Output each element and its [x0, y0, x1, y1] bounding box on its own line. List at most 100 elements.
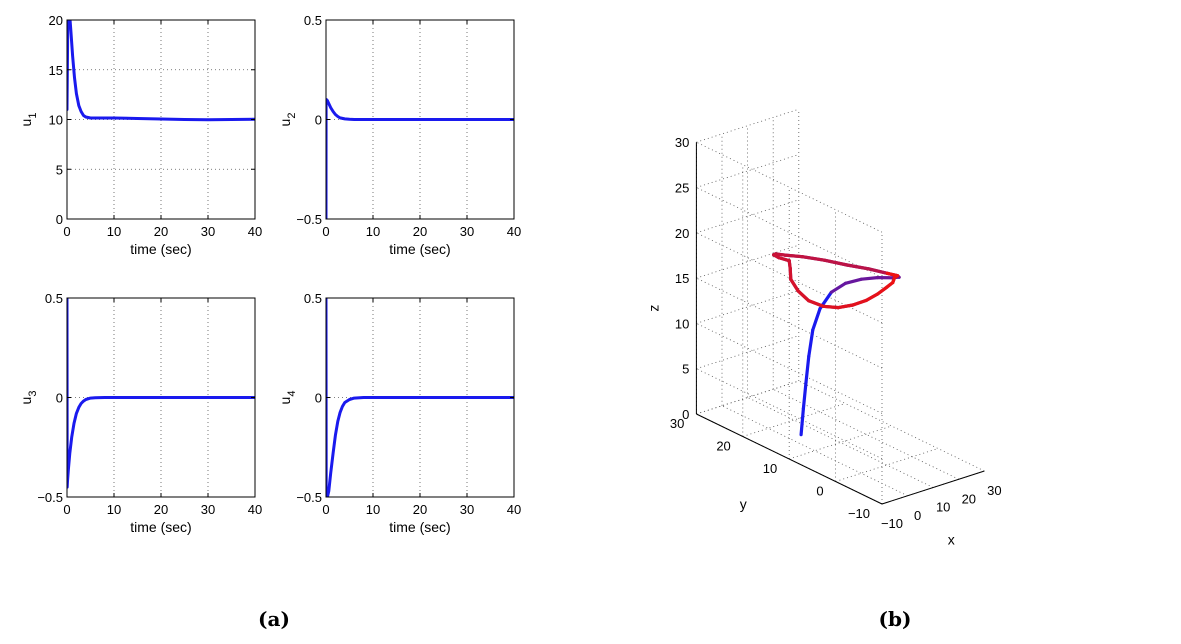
y-axis-label: u1: [18, 113, 39, 127]
x-tick-label: 0: [914, 508, 921, 523]
x-tick-label: 20: [413, 502, 427, 517]
y-tick-label: −0.5: [296, 490, 322, 505]
trajectory-segment: [875, 285, 889, 296]
trajectory-segment: [851, 298, 868, 307]
trajectory-segment: [777, 256, 791, 263]
x-tick-label: −10: [881, 516, 903, 531]
x-tick-label: 30: [201, 502, 215, 517]
y-tick-label: 10: [763, 461, 777, 476]
trajectory-segment: [821, 304, 841, 310]
wall-grid-line: [696, 323, 883, 414]
y-tick-label: −10: [848, 506, 870, 521]
x-tick-label: 40: [248, 502, 262, 517]
x-tick-label: 0: [322, 224, 329, 239]
y-tick-label: 0.5: [45, 291, 63, 306]
x-tick-label: 30: [460, 224, 474, 239]
x-tick-label: 0: [63, 502, 70, 517]
y-axis-label: u4: [277, 391, 298, 405]
x-tick-label: 20: [413, 224, 427, 239]
subplot-u1: 0 10 20 30 40 0 5 10 15 20 time (sec) u1: [18, 13, 262, 257]
x-tick-label: 30: [460, 502, 474, 517]
caption-a: (a): [258, 607, 290, 631]
series-line: [326, 98, 514, 219]
y-axis-label-subscript: 1: [27, 113, 39, 119]
x-axis-label: x: [948, 532, 955, 548]
trajectory-segment: [801, 380, 808, 411]
x-tick-label: 0: [322, 502, 329, 517]
x-tick-label: 0: [63, 224, 70, 239]
x-tick-label: 10: [366, 502, 380, 517]
series-line: [67, 298, 255, 489]
x-tick-label: 10: [936, 500, 950, 515]
y-tick-label: 20: [49, 13, 63, 28]
z-tick-label: 15: [675, 271, 689, 286]
trajectory-segment: [845, 263, 871, 271]
y-axis-label: y: [740, 496, 747, 512]
y-tick-label: 0: [816, 484, 823, 499]
y-axis-line: [696, 413, 883, 505]
y-tick-label: 5: [56, 162, 63, 177]
y-axis-label-subscript: 3: [27, 391, 39, 397]
trajectory-segment: [859, 276, 880, 281]
y-tick-label: 0.5: [304, 291, 322, 306]
floor-grid-line: [789, 425, 892, 460]
trajectory-segment: [800, 255, 827, 262]
trajectory-segment: [885, 271, 900, 278]
trajectory-segment: [783, 253, 804, 259]
x-axis-label: time (sec): [389, 519, 450, 535]
y-axis-label-subscript: 4: [286, 391, 298, 397]
y-tick-label: 0: [315, 113, 322, 128]
x-tick-label: 30: [987, 483, 1001, 498]
z-tick-label: 5: [682, 362, 689, 377]
x-tick-label: 10: [366, 224, 380, 239]
trajectory-segment: [799, 406, 806, 437]
trajectory-segment: [836, 303, 855, 310]
z-tick-label: 10: [675, 316, 689, 331]
trajectory-segment: [829, 281, 848, 294]
x-tick-label: 10: [107, 502, 121, 517]
wall-grid-line: [696, 290, 799, 324]
trajectory-segment: [867, 267, 889, 275]
z-tick-label: 20: [675, 226, 689, 241]
floor-grid-line: [721, 405, 908, 497]
series-line: [67, 20, 255, 122]
z-axis-label: z: [645, 305, 661, 312]
trajectory-segment: [789, 277, 800, 293]
y-tick-label: 0: [56, 212, 63, 227]
y-tick-label: 15: [49, 63, 63, 78]
trajectory-segment: [822, 258, 849, 267]
x-axis-label: time (sec): [389, 241, 450, 257]
wall-grid-line: [696, 154, 799, 188]
x-tick-label: 40: [248, 224, 262, 239]
x-tick-label: 30: [201, 224, 215, 239]
x-tick-label: 20: [154, 502, 168, 517]
y-axis-label-subscript: 2: [286, 113, 298, 119]
x-axis-label: time (sec): [130, 519, 191, 535]
y-tick-label: 0.5: [304, 13, 322, 28]
x-tick-label: 10: [107, 224, 121, 239]
trajectory-segment: [796, 289, 811, 303]
y-tick-label: 20: [716, 439, 730, 454]
floor-grid-line: [835, 448, 939, 482]
trajectory-segment: [807, 328, 815, 358]
y-tick-label: 0: [315, 391, 322, 406]
caption-b: (b): [879, 607, 912, 631]
y-tick-label: 30: [670, 416, 684, 431]
y-tick-label: 0: [56, 391, 63, 406]
x-tick-label: 20: [154, 224, 168, 239]
trajectory-segment: [788, 266, 793, 281]
floor-grid-line: [798, 380, 985, 472]
trajectory-segment: [804, 354, 811, 384]
trajectory-segment: [807, 299, 825, 308]
y-tick-label: −0.5: [37, 490, 63, 505]
z-tick-label: 25: [675, 181, 689, 196]
trajectory-segment: [843, 277, 864, 285]
x-tick-label: 40: [507, 502, 521, 517]
floor-grid-line: [742, 403, 846, 437]
x-axis-label: time (sec): [130, 241, 191, 257]
